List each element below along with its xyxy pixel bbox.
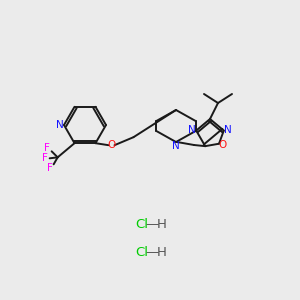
Text: H: H bbox=[157, 247, 167, 260]
Text: Cl: Cl bbox=[136, 218, 148, 232]
Text: N: N bbox=[188, 124, 196, 135]
Text: —: — bbox=[146, 247, 159, 260]
Text: F: F bbox=[42, 153, 48, 163]
Text: F: F bbox=[44, 143, 50, 153]
Text: Cl: Cl bbox=[136, 247, 148, 260]
Text: —: — bbox=[146, 218, 159, 232]
Text: O: O bbox=[219, 140, 227, 150]
Text: N: N bbox=[224, 124, 232, 135]
Text: N: N bbox=[56, 120, 64, 130]
Text: N: N bbox=[172, 141, 180, 151]
Text: H: H bbox=[157, 218, 167, 232]
Text: F: F bbox=[47, 163, 52, 173]
Text: O: O bbox=[107, 140, 116, 150]
